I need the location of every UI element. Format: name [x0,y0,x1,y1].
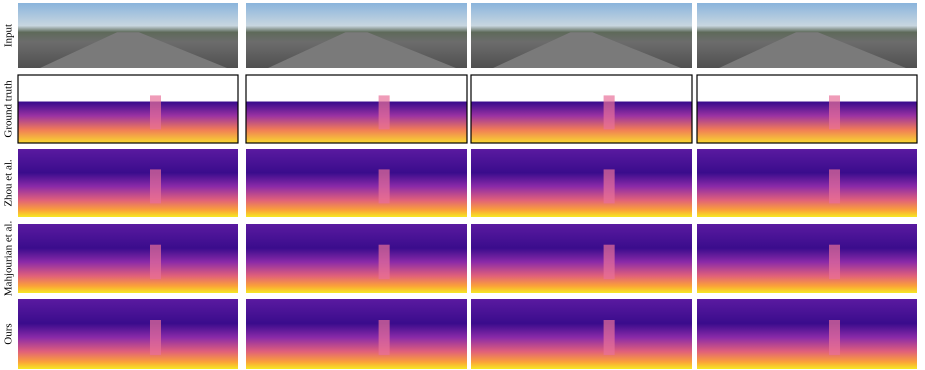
depth-map [246,75,467,143]
row-label: Input [3,24,15,47]
depth-structure [829,169,840,203]
depth-map [471,149,692,217]
depth-map [471,299,692,369]
depth-structure [829,95,840,129]
depth-structure [379,95,390,129]
depth-map [18,299,238,369]
depth-map [246,149,467,217]
row-label: Zhou et al. [3,159,15,207]
depth-structure [150,245,161,280]
depth-map [246,224,467,293]
panels [18,3,917,369]
depth-map [697,149,917,217]
depth-map [697,75,917,143]
row-label: Mahjourian et al. [3,221,15,297]
depth-structure [150,320,161,355]
depth-structure [379,169,390,203]
depth-structure [604,245,615,280]
row-labels: Input Ground truth Zhou et al. Mahjourian e… [3,24,15,345]
depth-map [18,75,238,143]
depth-structure [379,245,390,280]
depth-map [246,299,467,369]
depth-map [18,224,238,293]
depth-structure [829,320,840,355]
depth-map [697,224,917,293]
depth-map [471,224,692,293]
depth-structure [150,169,161,203]
row-label: Ours [3,323,15,344]
depth-structure [150,95,161,129]
depth-map [471,75,692,143]
depth-structure [379,320,390,355]
depth-map [697,299,917,369]
depth-structure [604,169,615,203]
row-label: Ground truth [3,80,15,138]
depth-map [18,149,238,217]
depth-structure [829,245,840,280]
figure: Input Ground truth Zhou et al. Mahjourian e… [0,0,925,370]
depth-structure [604,95,615,129]
depth-structure [604,320,615,355]
